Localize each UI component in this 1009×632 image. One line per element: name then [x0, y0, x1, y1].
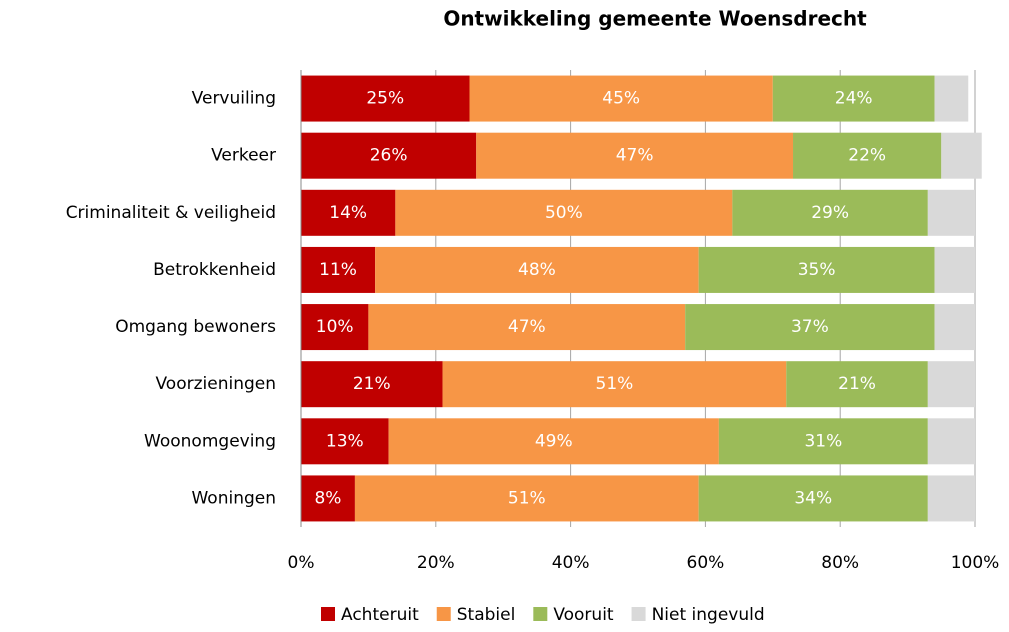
legend-swatch: [321, 607, 335, 621]
bar-segment: [368, 304, 686, 351]
bar-segment: [732, 189, 928, 236]
x-tick-label: 0%: [288, 553, 315, 573]
bar-segment: [301, 475, 355, 522]
data-label: 49%: [535, 431, 573, 451]
y-tick-label: Woonomgeving: [144, 431, 276, 451]
data-label: 25%: [366, 89, 404, 109]
data-label: 26%: [370, 146, 408, 166]
y-tick-label: Omgang bewoners: [115, 317, 276, 337]
legend-label: Achteruit: [341, 605, 419, 625]
legend-swatch: [533, 607, 548, 621]
bar-segment: [698, 475, 928, 522]
bar-segment: [927, 475, 975, 522]
data-label: 47%: [508, 317, 546, 337]
bar-segment: [793, 132, 942, 179]
data-label: 10%: [316, 317, 354, 337]
bar-segment: [718, 418, 928, 465]
bar-segment: [941, 132, 982, 179]
bar-segment: [934, 75, 969, 122]
bar-segment: [301, 189, 396, 236]
data-label: 21%: [353, 374, 391, 394]
data-label: 51%: [596, 374, 634, 394]
bar-segment: [442, 361, 787, 408]
data-label: 13%: [326, 431, 364, 451]
legend-label: Stabiel: [457, 605, 516, 625]
legend-swatch: [631, 607, 646, 621]
data-label: 31%: [804, 431, 842, 451]
y-tick-label: Verkeer: [211, 146, 276, 166]
bar-segment: [934, 246, 975, 293]
legend-label: Niet ingevuld: [652, 605, 765, 625]
bar-segment: [772, 75, 935, 122]
bar-segment: [301, 418, 389, 465]
data-label: 35%: [798, 260, 836, 280]
bar-segment: [375, 246, 699, 293]
bar-segment: [395, 189, 733, 236]
data-label: 11%: [319, 260, 357, 280]
x-tick-label: 40%: [552, 553, 590, 573]
bar-segment: [388, 418, 719, 465]
data-label: 51%: [508, 488, 546, 508]
bar-segment: [927, 189, 975, 236]
bar-segment: [927, 418, 975, 465]
bar-segment: [934, 304, 975, 351]
x-tick-label: 20%: [417, 553, 455, 573]
bar-segment: [927, 361, 975, 408]
data-label: 50%: [545, 203, 583, 223]
y-tick-label: Betrokkenheid: [153, 260, 276, 280]
data-label: 24%: [835, 89, 873, 109]
bar-segment: [685, 304, 935, 351]
bar-segment: [301, 132, 477, 179]
data-label: 45%: [602, 89, 640, 109]
y-tick-label: Woningen: [191, 488, 276, 508]
bar-segment: [301, 304, 369, 351]
data-label: 34%: [794, 488, 832, 508]
x-tick-label: 80%: [821, 553, 859, 573]
y-tick-label: Criminaliteit & veiligheid: [66, 203, 276, 223]
bar-segment: [476, 132, 794, 179]
data-label: 29%: [811, 203, 849, 223]
y-tick-label: Vervuiling: [192, 89, 276, 109]
bar-segment: [469, 75, 773, 122]
data-label: 48%: [518, 260, 556, 280]
legend-label: Vooruit: [553, 605, 614, 625]
bar-segment: [301, 361, 443, 408]
bar-segment: [698, 246, 935, 293]
y-tick-label: Voorzieningen: [155, 374, 276, 394]
data-label: 47%: [616, 146, 654, 166]
data-label: 21%: [838, 374, 876, 394]
data-label: 22%: [848, 146, 886, 166]
data-label: 37%: [791, 317, 829, 337]
bar-segment: [786, 361, 928, 408]
chart-title: Ontwikkeling gemeente Woensdrecht: [443, 7, 867, 31]
bar-segment: [301, 75, 470, 122]
x-tick-label: 60%: [687, 553, 725, 573]
bar-segment: [354, 475, 699, 522]
bar-segment: [301, 246, 376, 293]
data-label: 14%: [329, 203, 367, 223]
x-tick-label: 100%: [951, 553, 1000, 573]
data-label: 8%: [314, 488, 341, 508]
legend-swatch: [436, 607, 451, 621]
